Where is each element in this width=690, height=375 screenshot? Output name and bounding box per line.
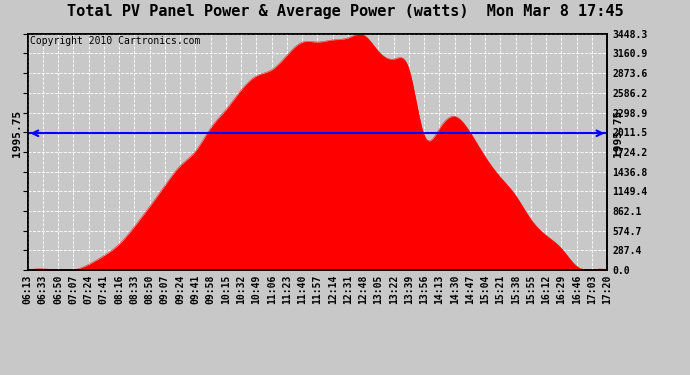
Text: 1995.75: 1995.75 [613,110,623,157]
Text: 1995.75: 1995.75 [12,110,22,157]
Text: Copyright 2010 Cartronics.com: Copyright 2010 Cartronics.com [30,36,201,46]
Text: Total PV Panel Power & Average Power (watts)  Mon Mar 8 17:45: Total PV Panel Power & Average Power (wa… [67,4,623,19]
